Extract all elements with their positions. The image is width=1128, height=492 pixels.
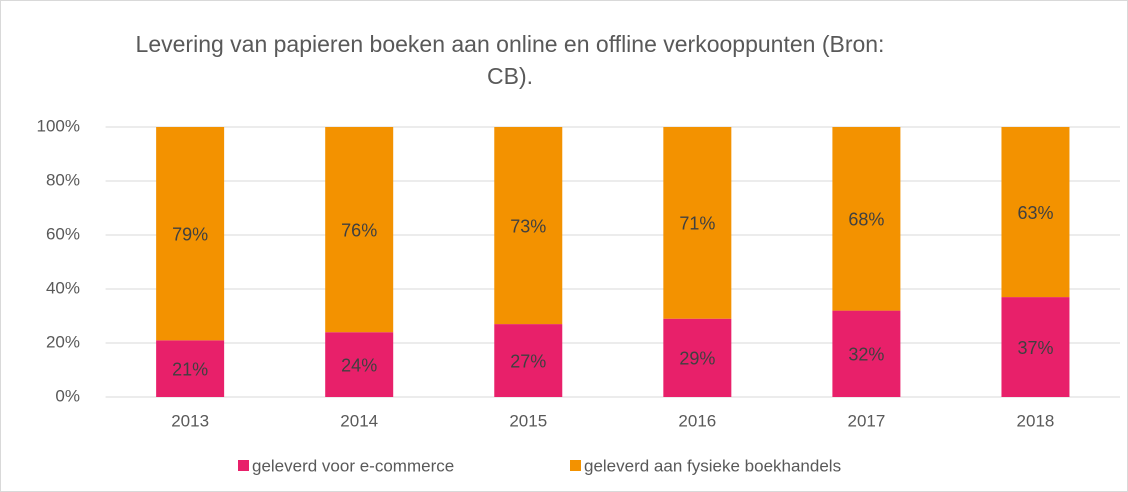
bar-segment	[494, 324, 563, 397]
data-label: 32%	[848, 345, 884, 365]
chart-title: Levering van papieren boeken aan online …	[135, 31, 885, 89]
y-tick-label: 100%	[37, 116, 80, 135]
bar-segment	[832, 310, 901, 397]
data-label: 76%	[341, 220, 377, 240]
bar-segment	[1001, 127, 1070, 298]
data-label: 68%	[848, 210, 884, 230]
x-tick-label: 2013	[171, 411, 209, 430]
bar-segment	[325, 127, 394, 333]
x-tick-label: 2015	[509, 411, 547, 430]
data-label: 73%	[510, 216, 546, 236]
x-tick-label: 2018	[1017, 411, 1055, 430]
y-tick-label: 40%	[46, 278, 80, 297]
legend-swatch	[570, 460, 581, 471]
data-label: 24%	[341, 355, 377, 375]
y-tick-label: 20%	[46, 332, 80, 351]
x-tick-label: 2016	[678, 411, 716, 430]
data-label: 71%	[679, 214, 715, 234]
bar-segment	[494, 127, 563, 325]
bar-segment	[832, 127, 901, 311]
data-label: 79%	[172, 224, 208, 244]
data-label: 37%	[1017, 338, 1053, 358]
legend-label: geleverd aan fysieke boekhandels	[584, 456, 841, 475]
legend-label: geleverd voor e-commerce	[252, 456, 454, 475]
y-tick-label: 80%	[46, 170, 80, 189]
y-tick-label: 0%	[55, 386, 80, 405]
y-tick-label: 60%	[46, 224, 80, 243]
x-tick-label: 2017	[847, 411, 885, 430]
data-label: 29%	[679, 349, 715, 369]
legend-swatch	[238, 460, 249, 471]
bar-segment	[156, 127, 225, 341]
bar-segment	[663, 318, 732, 397]
bar-segment	[156, 340, 225, 397]
bar-segment	[325, 332, 394, 397]
bar-segment	[1001, 297, 1070, 397]
data-label: 63%	[1017, 203, 1053, 223]
data-label: 21%	[172, 359, 208, 379]
data-label: 27%	[510, 351, 546, 371]
x-tick-label: 2014	[340, 411, 378, 430]
bar-segment	[663, 127, 732, 319]
